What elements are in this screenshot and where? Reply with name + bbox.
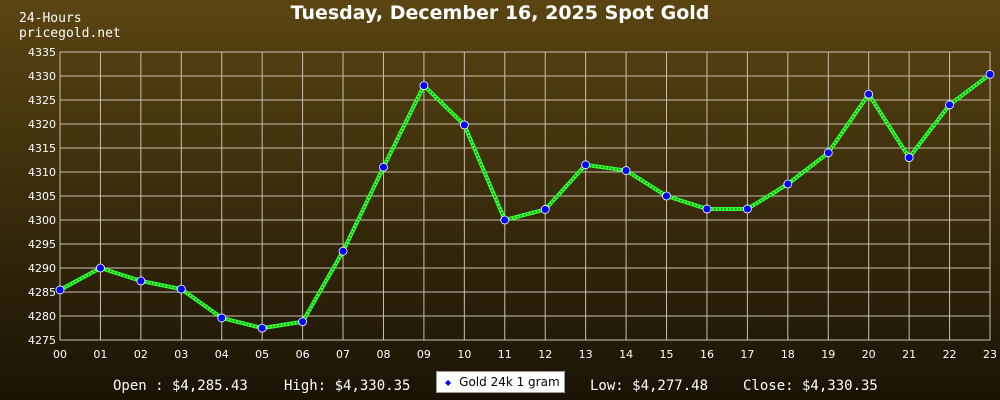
y-tick-label: 4290	[28, 262, 56, 275]
data-point	[136, 276, 146, 286]
x-tick-label: 09	[417, 348, 431, 361]
y-tick-label: 4305	[28, 190, 56, 203]
data-point	[96, 263, 105, 273]
x-tick-label: 12	[538, 348, 552, 361]
data-point	[702, 204, 712, 214]
period-caption: 24-Hours	[19, 11, 82, 26]
x-tick-label: 14	[619, 348, 633, 361]
x-tick-label: 20	[862, 348, 876, 361]
x-tick-label: 07	[336, 348, 350, 361]
data-point	[662, 191, 671, 201]
x-tick-label: 21	[902, 348, 916, 361]
x-tick-label: 23	[983, 348, 997, 361]
x-tick-label: 16	[700, 348, 714, 361]
y-tick-label: 4330	[28, 70, 56, 83]
data-point	[621, 166, 631, 175]
x-tick-label: 06	[296, 348, 310, 361]
series-line-texture	[59, 73, 991, 329]
y-tick-label: 4320	[28, 118, 56, 131]
data-point	[338, 246, 348, 256]
y-tick-label: 4300	[28, 214, 56, 227]
x-tick-label: 08	[376, 348, 390, 361]
data-point	[540, 205, 550, 214]
chart-title: Tuesday, December 16, 2025 Spot Gold	[290, 2, 710, 24]
y-tick-label: 4285	[28, 286, 56, 299]
x-tick-label: 04	[215, 348, 229, 361]
data-point	[581, 160, 591, 170]
data-point	[904, 153, 914, 163]
data-point	[985, 69, 995, 79]
close-price: Close: $4,330.35	[743, 378, 878, 394]
data-point	[298, 317, 308, 327]
x-tick-label: 22	[943, 348, 957, 361]
data-point	[945, 100, 954, 110]
open-price: Open : $4,285.43	[113, 378, 248, 394]
x-tick-label: 13	[579, 348, 593, 361]
data-point	[217, 313, 227, 323]
x-tick-label: 19	[821, 348, 835, 361]
x-tick-label: 05	[255, 348, 269, 361]
legend-marker-icon: ◆	[445, 377, 452, 387]
data-point	[500, 215, 510, 225]
site-caption: pricegold.net	[19, 26, 121, 41]
x-tick-label: 00	[53, 348, 67, 361]
x-tick-label: 18	[781, 348, 795, 361]
legend: ◆ Gold 24k 1 gram	[436, 371, 565, 393]
y-tick-label: 4280	[28, 310, 56, 323]
x-tick-label: 02	[134, 348, 148, 361]
x-tick-label: 17	[740, 348, 754, 361]
data-point	[823, 148, 833, 158]
data-point	[419, 81, 429, 90]
y-tick-label: 4310	[28, 166, 56, 179]
series-line	[59, 72, 992, 331]
x-tick-label: 01	[93, 348, 107, 361]
high-price: High: $4,330.35	[284, 378, 411, 394]
x-tick-label: 10	[457, 348, 471, 361]
y-tick-label: 4325	[28, 94, 56, 107]
legend-label: Gold 24k 1 gram	[459, 375, 560, 389]
data-point	[459, 120, 469, 130]
data-point	[55, 285, 65, 295]
y-tick-label: 4295	[28, 238, 56, 251]
x-tick-label: 15	[660, 348, 674, 361]
y-tick-label: 4315	[28, 142, 56, 155]
data-point	[783, 179, 793, 189]
data-point	[257, 323, 267, 333]
x-tick-label: 03	[174, 348, 188, 361]
x-tick-label: 11	[498, 348, 512, 361]
low-price: Low: $4,277.48	[590, 378, 709, 394]
data-point	[742, 204, 752, 214]
data-point	[864, 89, 874, 99]
y-tick-label: 4275	[28, 334, 56, 347]
y-tick-label: 4335	[28, 46, 56, 59]
data-point	[176, 284, 186, 294]
data-point	[379, 162, 388, 172]
